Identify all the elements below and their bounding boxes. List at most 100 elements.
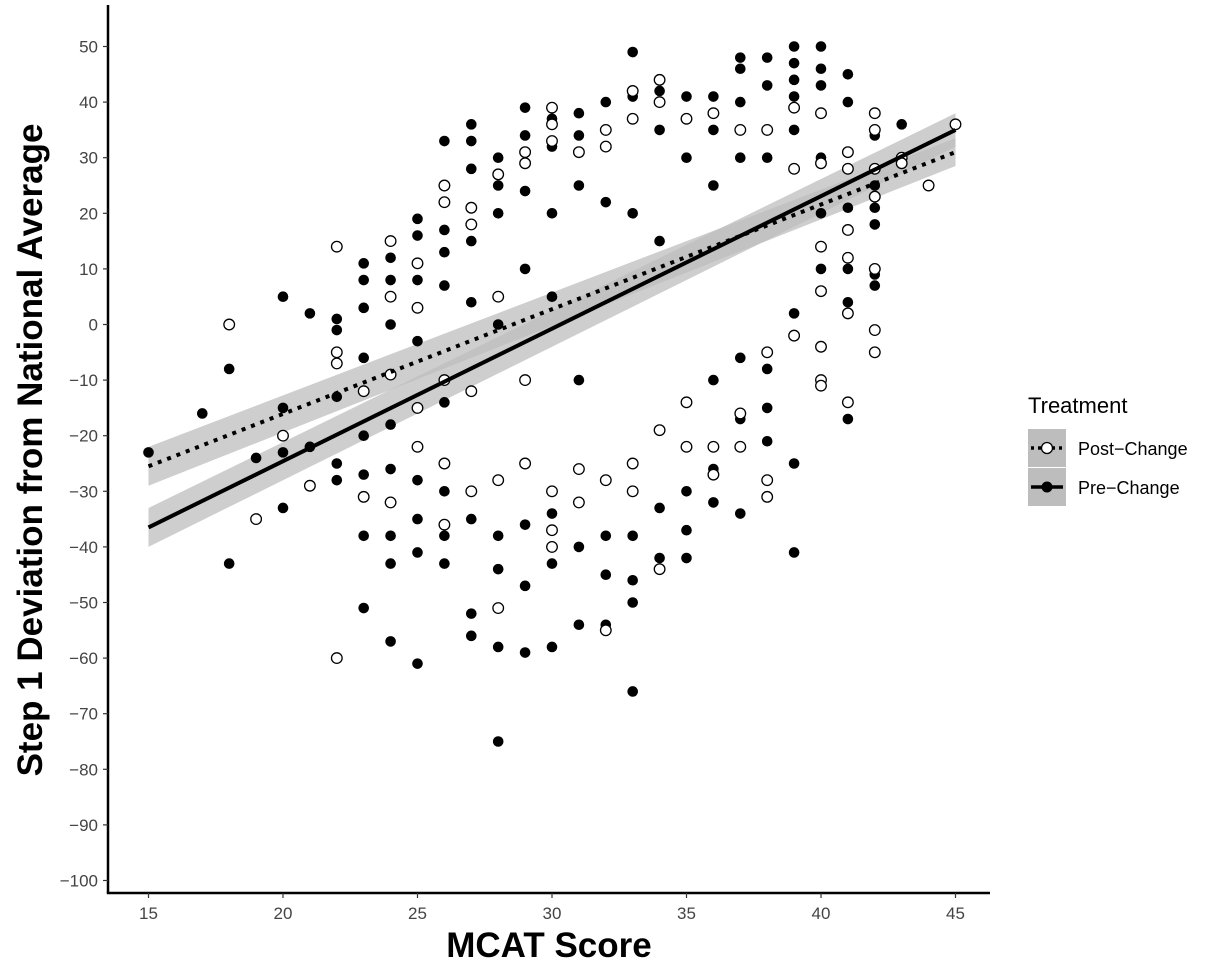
y-tick-label: −40	[69, 538, 98, 557]
point-pre-change	[735, 152, 746, 163]
point-pre-change	[385, 252, 396, 264]
point-post-change	[788, 101, 801, 114]
point-pre-change	[519, 185, 531, 197]
point-pre-change	[412, 230, 423, 241]
point-pre-change	[761, 52, 773, 63]
point-pre-change	[788, 547, 800, 558]
point-post-change	[465, 201, 478, 214]
point-pre-change	[412, 547, 423, 558]
point-pre-change	[842, 202, 854, 214]
point-post-change	[761, 474, 774, 487]
point-pre-change	[385, 463, 396, 475]
point-pre-change	[546, 558, 558, 569]
point-pre-change	[492, 208, 504, 219]
point-post-change	[761, 123, 774, 136]
point-post-change	[223, 318, 236, 331]
point-pre-change	[519, 130, 531, 141]
point-pre-change	[358, 469, 370, 480]
point-pre-change	[761, 435, 773, 447]
point-pre-change	[492, 152, 504, 163]
point-pre-change	[385, 419, 396, 430]
point-pre-change	[277, 502, 289, 514]
point-pre-change	[761, 402, 773, 414]
point-pre-change	[439, 246, 450, 258]
x-tick-label: 20	[274, 904, 293, 923]
point-post-change	[250, 513, 263, 526]
point-pre-change	[385, 319, 396, 330]
point-pre-change	[573, 130, 585, 141]
point-pre-change	[600, 530, 612, 542]
point-pre-change	[761, 80, 773, 91]
point-post-change	[572, 496, 585, 509]
point-post-change	[815, 340, 827, 353]
point-pre-change	[331, 458, 343, 469]
point-post-change	[761, 346, 774, 359]
point-post-change	[465, 485, 478, 498]
point-pre-change	[735, 52, 746, 63]
y-axis-title: Step 1 Deviation from National Average	[11, 124, 50, 777]
point-pre-change	[896, 119, 907, 130]
y-tick-label: 10	[79, 260, 98, 279]
point-post-change	[572, 463, 585, 476]
point-post-change	[707, 107, 720, 120]
point-pre-change	[358, 602, 370, 614]
point-pre-change	[466, 135, 477, 147]
point-pre-change	[519, 580, 531, 592]
point-post-change	[653, 424, 666, 437]
point-post-change	[357, 385, 370, 398]
x-tick-label: 45	[946, 904, 965, 923]
point-pre-change	[788, 91, 800, 102]
point-pre-change	[331, 474, 343, 486]
point-pre-change	[466, 119, 477, 130]
point-pre-change	[788, 74, 800, 86]
point-post-change	[492, 168, 505, 181]
point-post-change	[599, 140, 612, 153]
y-tick-label: −10	[69, 371, 98, 390]
point-pre-change	[385, 274, 396, 286]
point-pre-change	[331, 391, 343, 403]
point-pre-change	[492, 641, 504, 653]
point-pre-change	[761, 152, 773, 163]
point-pre-change	[815, 263, 827, 275]
point-post-change	[572, 146, 585, 159]
y-tick-label: −50	[69, 594, 98, 613]
point-pre-change	[412, 274, 423, 286]
point-pre-change	[466, 630, 477, 642]
point-pre-change	[600, 569, 612, 580]
point-post-change	[868, 346, 881, 359]
point-post-change	[868, 324, 881, 337]
point-post-change	[438, 196, 451, 209]
point-post-change	[707, 440, 720, 453]
point-pre-change	[331, 313, 343, 325]
legend-key-post-change-marker	[1040, 441, 1054, 455]
y-tick-label: 20	[79, 204, 98, 223]
point-post-change	[734, 123, 747, 136]
point-pre-change	[492, 736, 504, 747]
point-pre-change	[492, 530, 504, 542]
point-pre-change	[358, 274, 370, 286]
point-pre-change	[412, 213, 423, 225]
point-post-change	[384, 235, 397, 248]
point-pre-change	[573, 374, 585, 386]
point-pre-change	[519, 102, 531, 113]
point-pre-change	[358, 430, 370, 442]
point-pre-change	[788, 41, 800, 52]
y-tick-label: 50	[79, 38, 98, 57]
point-pre-change	[708, 497, 719, 508]
point-pre-change	[761, 363, 773, 375]
point-post-change	[546, 101, 558, 114]
point-pre-change	[654, 552, 665, 564]
point-pre-change	[627, 574, 638, 586]
point-pre-change	[627, 530, 638, 542]
point-post-change	[626, 485, 639, 498]
x-tick-label: 15	[139, 904, 158, 923]
point-pre-change	[466, 513, 477, 525]
point-pre-change	[842, 69, 854, 80]
point-post-change	[438, 179, 451, 192]
y-tick-label: 0	[89, 316, 98, 335]
point-post-change	[868, 190, 881, 203]
point-post-change	[277, 429, 289, 442]
point-pre-change	[519, 263, 531, 275]
fit-lines	[147, 128, 957, 530]
point-pre-change	[735, 352, 746, 364]
